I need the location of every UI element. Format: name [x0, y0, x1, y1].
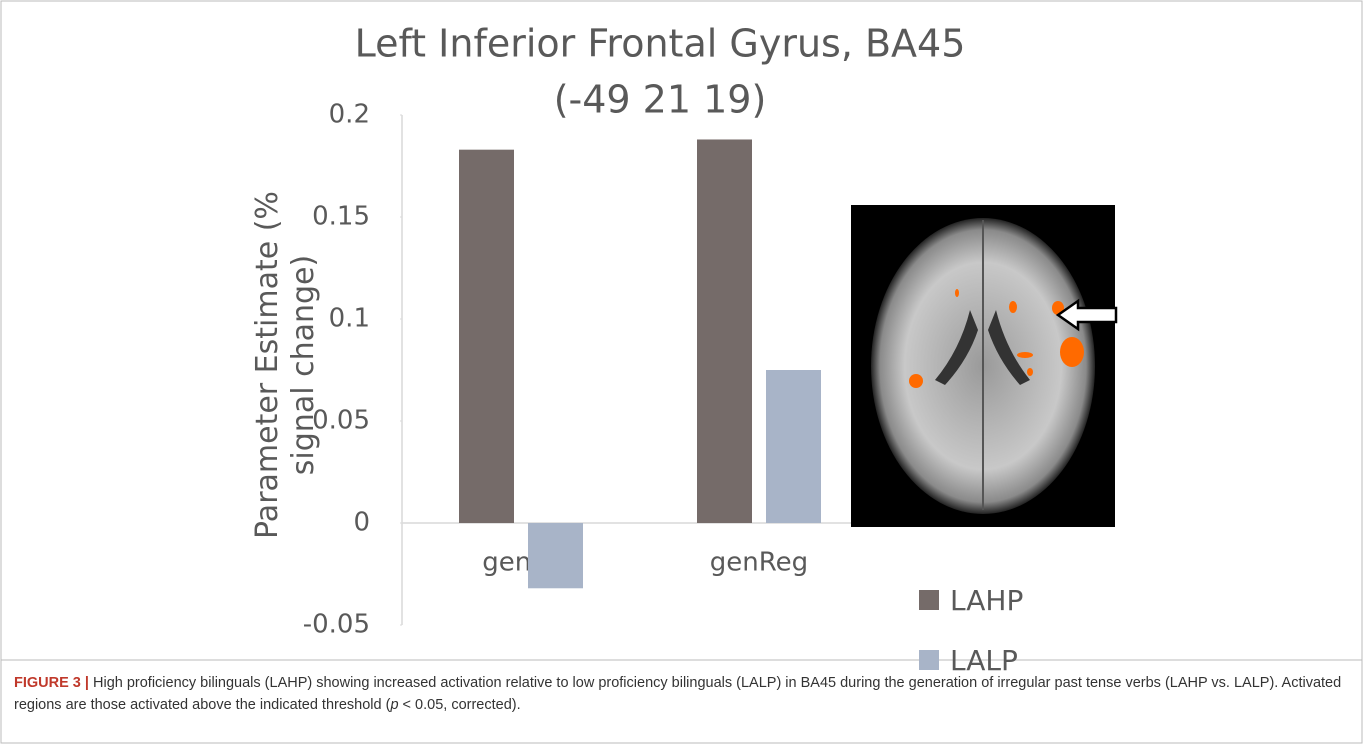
brain-image	[851, 205, 1116, 527]
chart-title: Left Inferior Frontal Gyrus, BA45	[355, 22, 966, 66]
caption-italic: p	[390, 697, 398, 713]
figure: Left Inferior Frontal Gyrus, BA45 (-49 2…	[0, 0, 1363, 744]
chart-subtitle: (-49 21 19)	[554, 78, 767, 122]
legend-swatch	[919, 590, 939, 610]
caption: FIGURE 3 | High proficiency bilinguals (…	[14, 672, 1349, 716]
chart: Left Inferior Frontal Gyrus, BA45 (-49 2…	[0, 0, 1363, 744]
y-axis-label: Parameter Estimate (% signal change)	[250, 145, 322, 585]
caption-text: < 0.05, corrected).	[399, 697, 521, 713]
x-tick-label: genReg	[710, 548, 808, 578]
y-tick-label: -0.05	[303, 610, 370, 640]
caption-text: High proficiency bilinguals (LAHP) showi…	[14, 675, 1341, 713]
legend-label: LAHP	[950, 584, 1023, 617]
y-tick-label: 0	[353, 508, 370, 538]
bar	[766, 370, 821, 523]
bar	[697, 139, 752, 523]
caption-label: FIGURE 3 |	[14, 675, 89, 691]
bar	[528, 523, 583, 588]
legend-swatch	[919, 650, 939, 670]
y-tick-label: 0.2	[329, 100, 370, 130]
y-tick-label: 0.1	[329, 304, 370, 334]
bar	[459, 150, 514, 523]
